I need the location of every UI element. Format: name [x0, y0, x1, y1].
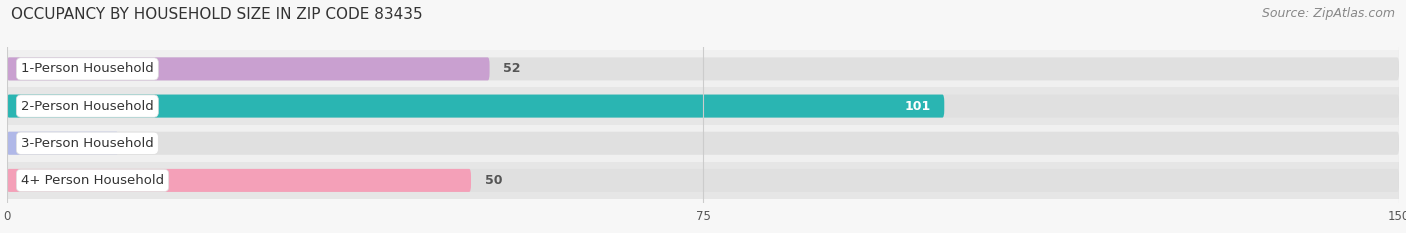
Bar — [7, 50, 1399, 87]
FancyBboxPatch shape — [7, 132, 1399, 155]
Bar — [7, 87, 1399, 125]
Text: 2-Person Household: 2-Person Household — [21, 99, 153, 113]
Text: 12: 12 — [132, 137, 150, 150]
Text: Source: ZipAtlas.com: Source: ZipAtlas.com — [1261, 7, 1395, 20]
FancyBboxPatch shape — [7, 95, 945, 118]
FancyBboxPatch shape — [7, 169, 1399, 192]
Bar — [7, 162, 1399, 199]
Text: 50: 50 — [485, 174, 502, 187]
FancyBboxPatch shape — [7, 57, 489, 80]
Text: 52: 52 — [503, 62, 522, 75]
Text: 3-Person Household: 3-Person Household — [21, 137, 153, 150]
Text: 4+ Person Household: 4+ Person Household — [21, 174, 165, 187]
Text: 1-Person Household: 1-Person Household — [21, 62, 153, 75]
FancyBboxPatch shape — [7, 95, 1399, 118]
Text: OCCUPANCY BY HOUSEHOLD SIZE IN ZIP CODE 83435: OCCUPANCY BY HOUSEHOLD SIZE IN ZIP CODE … — [11, 7, 423, 22]
Text: 101: 101 — [904, 99, 931, 113]
Bar — [7, 125, 1399, 162]
FancyBboxPatch shape — [7, 132, 118, 155]
FancyBboxPatch shape — [7, 169, 471, 192]
FancyBboxPatch shape — [7, 57, 1399, 80]
